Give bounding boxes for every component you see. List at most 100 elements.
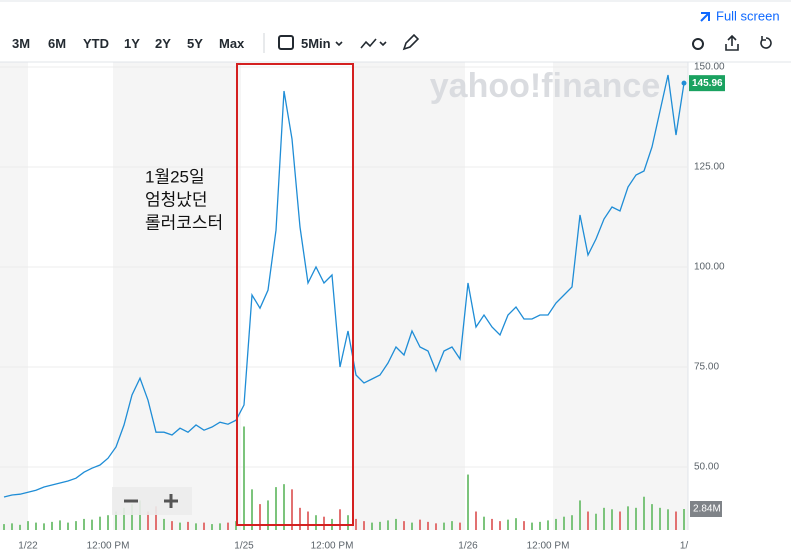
volume-bar — [75, 521, 77, 530]
volume-bar — [651, 504, 653, 530]
range-button[interactable]: 5Y — [187, 36, 203, 51]
y-tick-label: 75.00 — [694, 362, 719, 373]
volume-bar — [563, 516, 565, 530]
volume-bar — [99, 516, 101, 530]
volume-bar — [507, 519, 509, 530]
volume-bar — [443, 522, 445, 530]
range-button[interactable]: YTD — [83, 36, 109, 51]
volume-bar — [643, 496, 645, 530]
volume-bar — [387, 520, 389, 530]
volume-bar — [459, 522, 461, 530]
volume-bar — [179, 522, 181, 530]
volume-bar — [467, 474, 469, 530]
volume-bar — [435, 523, 437, 530]
volume-bar — [283, 484, 285, 530]
volume-bar — [611, 509, 613, 530]
x-tick-label: 1/ — [680, 541, 689, 552]
volume-bar — [19, 524, 21, 530]
volume-bar — [339, 509, 341, 530]
annotation: 1월25일 — [145, 167, 205, 186]
volume-bar — [187, 521, 189, 530]
volume-bar — [515, 518, 517, 530]
share-icon[interactable] — [725, 34, 739, 51]
volume-bar — [347, 515, 349, 530]
interval-icon — [278, 35, 294, 50]
price-label: 145.96 — [692, 78, 723, 89]
volume-bar — [91, 519, 93, 530]
x-tick-label: 1/25 — [234, 541, 254, 552]
volume-bar — [211, 524, 213, 530]
x-tick-label: 12:00 PM — [311, 541, 354, 552]
volume-bar — [603, 507, 605, 530]
annotation: 엄청났던 — [145, 190, 208, 209]
volume-bar — [379, 521, 381, 530]
volume-bar — [523, 521, 525, 530]
volume-bar — [67, 522, 69, 530]
volume-bar — [475, 511, 477, 530]
range-button[interactable]: 2Y — [155, 36, 171, 51]
volume-bar — [243, 426, 245, 530]
volume-bar — [499, 521, 501, 530]
volume-bar — [219, 523, 221, 530]
volume-bar — [11, 523, 13, 530]
volume-bar — [59, 520, 61, 530]
y-tick-label: 150.00 — [694, 62, 725, 73]
volume-bar — [83, 518, 85, 530]
volume-bar — [619, 511, 621, 530]
watermark: yahoo!finance — [430, 67, 660, 105]
range-button[interactable]: 6M — [48, 36, 67, 51]
volume-bar — [635, 507, 637, 530]
volume-bar — [451, 521, 453, 530]
x-tick-label: 1/22 — [18, 541, 38, 552]
volume-bar — [395, 518, 397, 530]
range-button[interactable]: Max — [219, 36, 245, 51]
volume-bar — [587, 511, 589, 530]
volume-bar — [3, 524, 5, 530]
volume-bar — [171, 521, 173, 530]
volume-badge — [690, 501, 722, 518]
range-button[interactable]: 1Y — [124, 36, 140, 51]
y-tick-label: 100.00 — [694, 262, 725, 273]
volume-bar — [491, 518, 493, 530]
volume-bar — [675, 511, 677, 530]
volume-bar — [323, 516, 325, 530]
volume-bar — [267, 500, 269, 530]
volume-bar — [531, 522, 533, 530]
highlight-box — [236, 63, 354, 526]
volume-bar — [667, 509, 669, 530]
after-hours — [0, 62, 28, 530]
x-tick-label: 1/26 — [458, 541, 478, 552]
full-screen[interactable]: Full screen — [716, 8, 780, 23]
volume-bar — [163, 518, 165, 530]
zoom-in[interactable] — [164, 494, 178, 508]
draw-icon[interactable] — [402, 33, 420, 51]
interval[interactable]: 5Min — [301, 36, 331, 51]
volume-bar — [107, 515, 109, 530]
volume-bar — [683, 509, 685, 530]
volume-label: 2.84M — [693, 504, 721, 515]
range-button[interactable]: 3M — [12, 36, 31, 51]
dropdown-icons[interactable] — [335, 38, 387, 49]
volume-bar — [43, 523, 45, 530]
annotation: 롤러코스터 — [145, 213, 223, 232]
volume-bar — [155, 506, 157, 530]
volume-bar — [251, 489, 253, 530]
after-hours — [352, 62, 465, 530]
volume-bar — [307, 511, 309, 530]
volume-bar — [371, 522, 373, 530]
fullscreen-icon — [700, 12, 710, 22]
volume-bar — [147, 511, 149, 530]
volume-bar — [539, 521, 541, 530]
y-tick-label: 125.00 — [694, 162, 725, 173]
volume-bar — [403, 521, 405, 530]
volume-bar — [627, 506, 629, 530]
price-badge — [689, 75, 725, 92]
volume-bar — [115, 511, 117, 530]
after-hours — [113, 62, 241, 530]
volume-bar — [195, 523, 197, 530]
settings-icon[interactable] — [692, 38, 704, 50]
volume-bar — [571, 515, 573, 530]
reset-icon[interactable] — [760, 36, 772, 49]
